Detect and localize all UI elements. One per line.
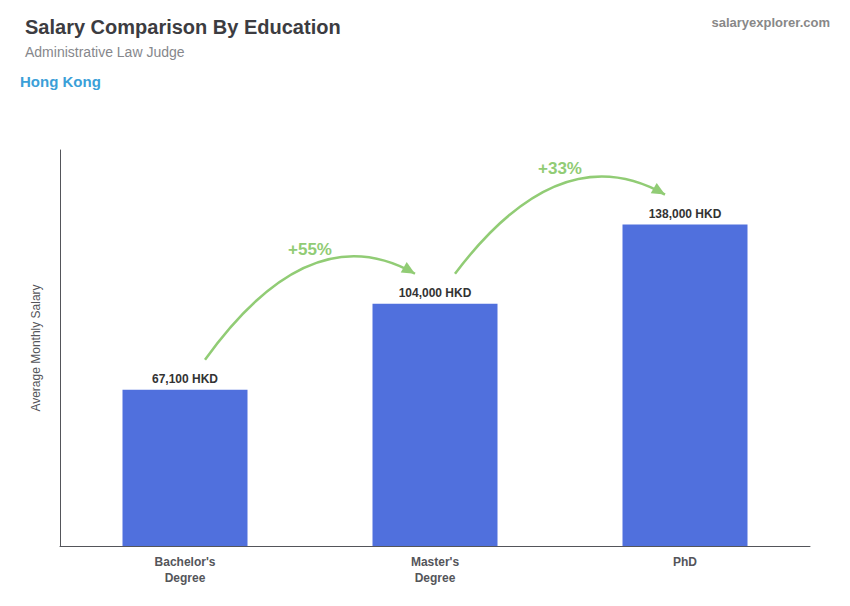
svg-text:Degree: Degree — [415, 571, 456, 585]
svg-text:salaryexplorer.com: salaryexplorer.com — [711, 15, 830, 30]
svg-text:+33%: +33% — [538, 159, 582, 178]
svg-text:Average Monthly Salary: Average Monthly Salary — [29, 284, 43, 411]
svg-text:PhD: PhD — [673, 555, 697, 569]
svg-text:+55%: +55% — [288, 240, 332, 259]
svg-text:Salary Comparison By Education: Salary Comparison By Education — [25, 16, 341, 38]
svg-text:67,100 HKD: 67,100 HKD — [152, 372, 218, 386]
svg-text:104,000 HKD: 104,000 HKD — [399, 286, 472, 300]
svg-text:Master's: Master's — [411, 555, 460, 569]
svg-text:Administrative Law Judge: Administrative Law Judge — [25, 44, 185, 60]
svg-text:Bachelor's: Bachelor's — [155, 555, 216, 569]
svg-text:Degree: Degree — [165, 571, 206, 585]
svg-text:138,000 HKD: 138,000 HKD — [649, 207, 722, 221]
svg-text:Hong Kong: Hong Kong — [20, 73, 101, 90]
